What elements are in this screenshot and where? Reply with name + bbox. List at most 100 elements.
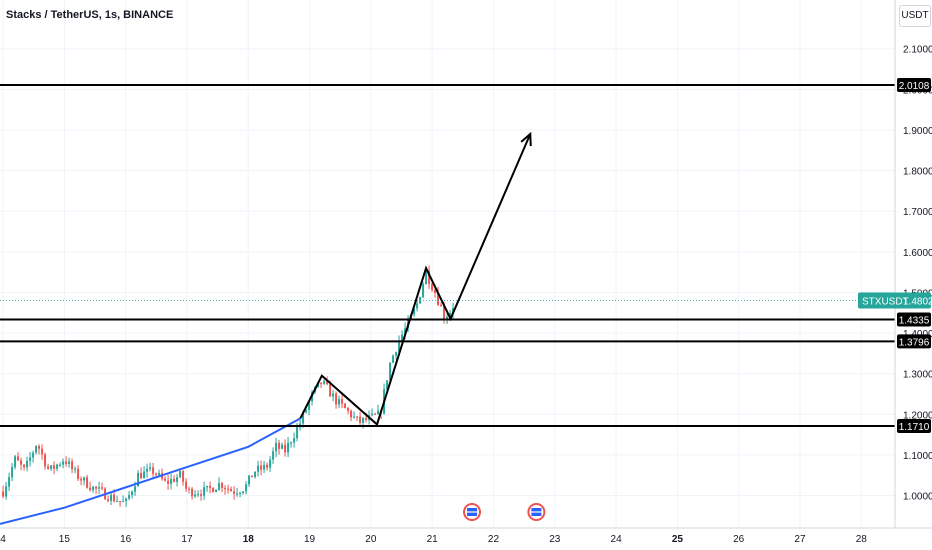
candle-body [269,459,272,468]
candle-body [293,438,296,443]
candle-body [371,413,374,416]
candle-body [266,464,269,468]
candle-body [212,487,215,493]
candle-body [50,465,53,469]
event-markers [463,503,546,521]
candle-body [248,475,251,485]
currency-button[interactable]: USDT [899,5,931,27]
candle-body [257,465,260,472]
x-tick-label: 22 [488,534,500,545]
candle-body [308,401,311,410]
candle-body [341,399,344,404]
candle-body [158,472,161,475]
candle-body [401,334,404,341]
candle-body [428,270,431,284]
candle-body [14,456,17,468]
candle-body [323,380,326,384]
candle-body [416,303,419,309]
candle-body [320,382,323,384]
x-tick-label: 4 [0,534,6,545]
candle-body [203,487,206,496]
candle-body [119,501,122,503]
candle-body [89,487,92,491]
candle-body [218,483,221,490]
candle-body [92,486,95,491]
candle-body [80,478,83,481]
candle-body [101,487,104,489]
candle-body [440,304,443,307]
candle-body [62,461,65,465]
x-tick-label: 23 [549,534,561,545]
candle-body [197,494,200,496]
candle-body [230,488,233,492]
candle-body [278,442,281,449]
candle-body [281,444,284,449]
candle-body [344,403,347,409]
candle-body [251,475,254,478]
x-tick-label: 21 [427,534,439,545]
annotation-zigzag[interactable] [299,133,532,427]
x-tick-label: 28 [856,534,868,545]
candle-body [179,471,182,478]
x-tick-label: 25 [672,534,684,545]
candle-body [350,410,353,418]
candle-body [5,486,8,497]
candle-body [365,417,368,420]
y-tick-label: 1.8000 [903,167,932,178]
candle-body [209,485,212,488]
x-tick-label: 17 [181,534,193,545]
level-label-box [897,334,931,349]
candle-body [326,380,329,385]
candle-body [272,451,275,460]
candle-body [110,494,113,501]
candle-body [8,477,11,487]
candle-body [149,467,152,469]
candle-body [191,488,194,497]
candle-body [437,293,440,305]
horizontal-levels [0,83,895,428]
candle-body [356,416,359,418]
candle-body [422,284,425,298]
time-axis[interactable]: 4 15 16 17 18 19 20 21 22 23 24 25 26 27 28 [0,534,867,545]
x-tick-label: 19 [304,534,316,545]
candle-body [338,399,341,405]
candle-body [173,479,176,482]
x-tick-label: 24 [611,534,623,545]
x-tick-label: 18 [243,534,255,545]
candle-body [377,410,380,415]
trend-curve-line [0,417,301,525]
grid [0,0,895,528]
candle-body [395,352,398,356]
trend-curve [0,417,301,525]
candle-body [68,461,71,464]
x-tick-label: 15 [59,534,71,545]
candle-body [284,444,287,453]
candle-body [413,308,416,315]
y-tick-label: 1.3000 [903,370,932,381]
candle-body [44,454,47,467]
candle-body [254,471,257,478]
candle-body [200,494,203,496]
level-label-text: 1.1710 [899,422,930,433]
candle-body [125,498,128,502]
candle-body [32,452,35,458]
candle-body [137,472,140,487]
candle-body [329,384,332,397]
candle-body [386,380,389,390]
candle-body [20,460,23,465]
level-label-box [897,312,931,327]
candle-body [392,355,395,363]
candle-body [41,448,44,455]
candle-body [449,313,452,317]
y-tick-label: 1.6000 [903,248,932,259]
candle-body [2,491,5,497]
candle-body [23,464,26,468]
candle-body [443,306,446,320]
candle-body [431,283,434,291]
candle-body [113,494,116,502]
candle-body [398,340,401,353]
candle-body [128,495,131,499]
candle-body [26,460,29,468]
candle-body [275,442,278,452]
